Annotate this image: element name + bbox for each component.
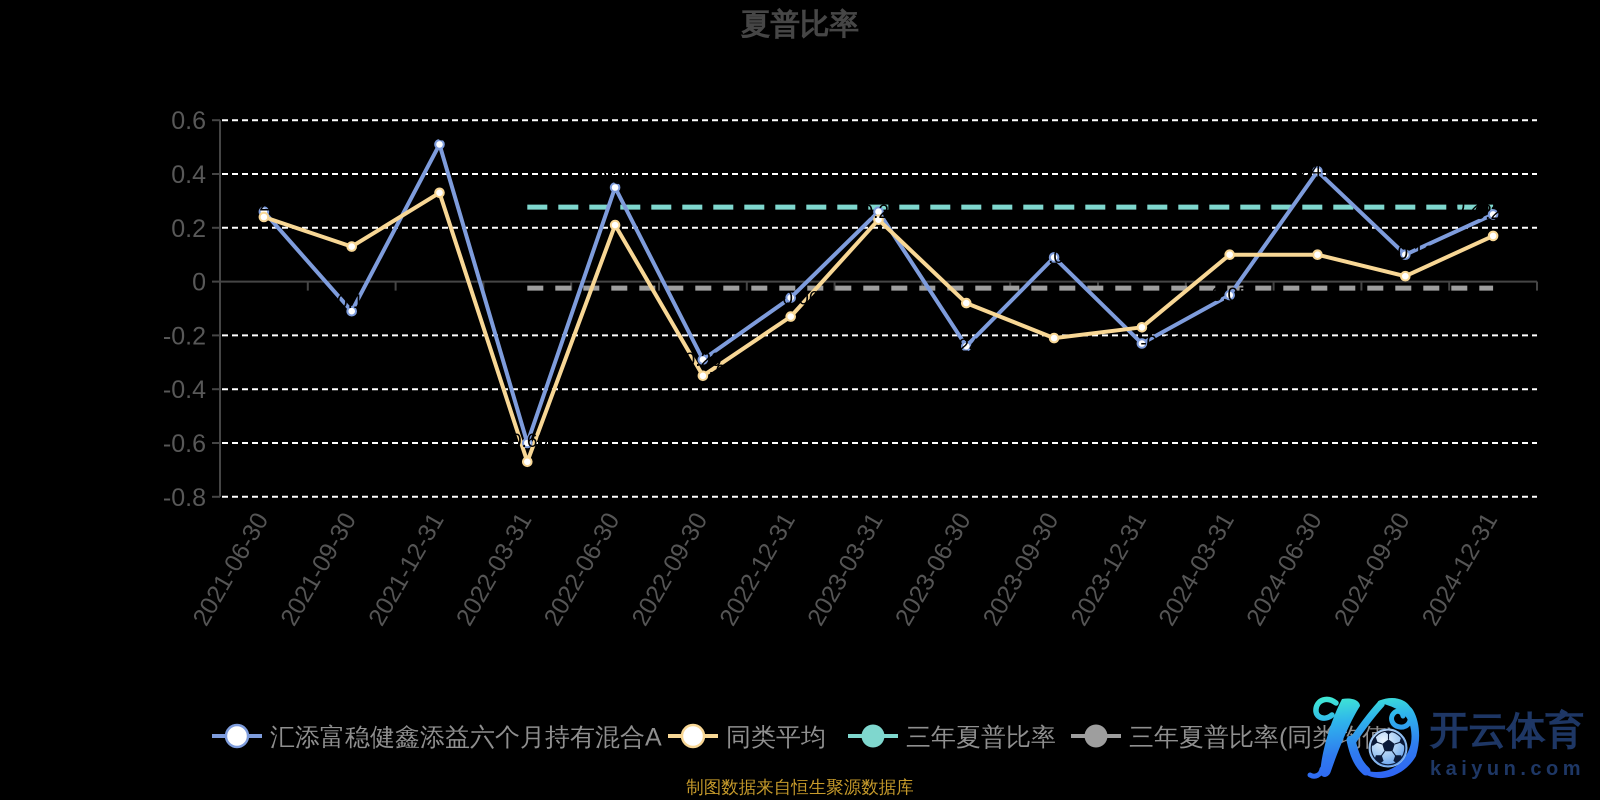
svg-text:0.51: 0.51 xyxy=(421,124,458,145)
svg-text:0.24: 0.24 xyxy=(1475,203,1512,224)
svg-text:0.26: 0.26 xyxy=(243,195,280,216)
svg-text:-0.60: -0.60 xyxy=(505,431,548,452)
svg-text:0.10: 0.10 xyxy=(1398,243,1435,264)
svg-text:-0.11: -0.11 xyxy=(331,292,373,313)
svg-text:-0.6: -0.6 xyxy=(163,430,206,458)
svg-text:0.6: 0.6 xyxy=(171,107,206,135)
svg-text:0.4: 0.4 xyxy=(171,161,206,189)
svg-text:0.26: 0.26 xyxy=(863,202,900,223)
svg-text:-0.29: -0.29 xyxy=(678,350,721,371)
svg-text:0.41: 0.41 xyxy=(1295,160,1332,181)
svg-text:0.2: 0.2 xyxy=(171,215,206,243)
svg-text:-0.35: -0.35 xyxy=(709,362,752,383)
svg-text:-0.06: -0.06 xyxy=(776,289,819,310)
svg-text:-0.23: -0.23 xyxy=(1140,333,1183,354)
svg-text:-0.24: -0.24 xyxy=(936,336,980,357)
svg-text:0.09: 0.09 xyxy=(1038,247,1075,268)
svg-text:0.35: 0.35 xyxy=(597,168,634,189)
svg-text:-0.2: -0.2 xyxy=(163,322,206,350)
svg-text:kaiyun.com: kaiyun.com xyxy=(1430,758,1585,780)
svg-text:A: A xyxy=(645,724,662,752)
svg-text:-0.05: -0.05 xyxy=(1205,285,1248,306)
svg-text:0: 0 xyxy=(192,269,206,297)
svg-text:0.28: 0.28 xyxy=(1455,196,1492,217)
svg-text:-0.8: -0.8 xyxy=(163,484,206,512)
svg-text:(: ( xyxy=(1279,724,1288,752)
svg-text:-0.4: -0.4 xyxy=(163,376,206,404)
